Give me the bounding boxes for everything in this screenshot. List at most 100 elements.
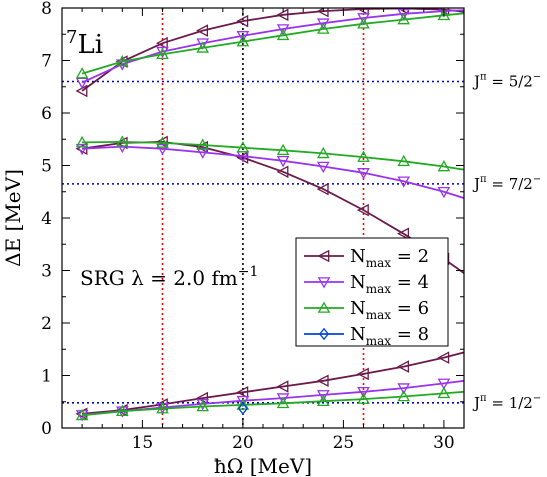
legend-label-subscript: max bbox=[366, 308, 392, 322]
data-point-marker bbox=[276, 396, 290, 409]
legend-label-value: = 4 bbox=[391, 272, 429, 293]
data-point-marker bbox=[156, 47, 169, 60]
data-point-marker bbox=[317, 249, 330, 263]
y-tick-label: 2 bbox=[41, 314, 52, 334]
data-point-marker bbox=[276, 8, 289, 22]
data-point-marker bbox=[115, 59, 129, 71]
data-point-marker bbox=[316, 390, 330, 402]
series-group bbox=[75, 8, 464, 421]
legend-label-subscript: max bbox=[366, 256, 392, 270]
data-point-marker bbox=[237, 402, 248, 415]
data-point-marker bbox=[357, 13, 370, 25]
data-point-marker bbox=[75, 135, 89, 148]
data-point-marker bbox=[397, 227, 410, 241]
data-point-marker bbox=[156, 402, 169, 414]
data-point-marker bbox=[276, 393, 290, 405]
legend-label: Nmax = 2 bbox=[350, 246, 429, 270]
data-point-marker bbox=[316, 18, 330, 30]
level-label-value: = 7/2 bbox=[487, 175, 533, 193]
data-point-marker bbox=[196, 147, 210, 159]
level-label-j: J bbox=[472, 394, 480, 412]
data-point-marker bbox=[196, 41, 210, 53]
data-point-marker bbox=[75, 408, 89, 421]
data-point-marker bbox=[356, 367, 369, 381]
y-tick-label: 0 bbox=[41, 419, 52, 439]
x-axis-label: ħΩ [MeV] bbox=[214, 454, 312, 477]
data-point-marker bbox=[75, 143, 89, 156]
series-group bbox=[75, 8, 464, 421]
legend-label: Nmax = 4 bbox=[350, 272, 429, 296]
data-point-marker bbox=[236, 398, 250, 410]
y-axis-label: ΔE [MeV] bbox=[1, 169, 25, 267]
data-point-marker bbox=[196, 138, 210, 150]
data-point-marker bbox=[236, 395, 250, 408]
srg-annotation: SRG λ = 2.0 fm−1 bbox=[80, 264, 258, 290]
data-point-marker bbox=[155, 36, 168, 50]
data-point-marker bbox=[276, 28, 290, 41]
y-tick-label: 8 bbox=[41, 0, 52, 19]
series-layer bbox=[75, 8, 464, 422]
legend-label-subscript: max bbox=[366, 334, 392, 348]
data-point-marker bbox=[156, 136, 169, 148]
vertical-reference-lines bbox=[161, 8, 365, 428]
data-point-marker bbox=[316, 374, 329, 388]
data-point-marker bbox=[156, 46, 169, 59]
level-label-parity: π bbox=[480, 393, 487, 404]
nucleus-mass-number: 7 bbox=[66, 27, 77, 48]
level-label-j: J bbox=[472, 73, 480, 91]
srg-annotation-exponent: −1 bbox=[238, 264, 259, 280]
data-point-marker bbox=[437, 8, 451, 21]
data-point-marker bbox=[438, 8, 450, 18]
legend-label-subscript: max bbox=[366, 282, 392, 296]
series-line bbox=[81, 12, 464, 75]
level-label-j: J bbox=[472, 175, 480, 193]
data-point-marker bbox=[276, 165, 289, 179]
level-label: Jπ = 7/2− bbox=[472, 174, 541, 193]
data-point-marker bbox=[316, 394, 330, 407]
data-point-marker bbox=[357, 150, 370, 162]
data-point-marker bbox=[196, 399, 210, 412]
horizontal-reference-lines bbox=[62, 80, 464, 404]
series-group bbox=[75, 8, 464, 422]
data-point-marker bbox=[437, 351, 450, 364]
series-group bbox=[237, 402, 248, 415]
level-label-parity-sign: − bbox=[533, 72, 541, 83]
level-label-parity-sign: − bbox=[533, 174, 541, 185]
data-point-marker bbox=[437, 378, 451, 390]
level-label-parity-sign: − bbox=[533, 393, 541, 404]
data-point-marker bbox=[276, 380, 289, 393]
data-point-marker bbox=[437, 186, 451, 199]
data-point-marker bbox=[357, 392, 370, 404]
data-point-marker bbox=[319, 327, 329, 341]
series-line bbox=[82, 140, 464, 171]
x-axis-ticks: 15 20 25 30 bbox=[81, 8, 465, 453]
data-point-marker bbox=[276, 143, 290, 156]
data-point-marker bbox=[115, 135, 129, 147]
data-point-marker bbox=[437, 160, 451, 172]
legend-label-base: N bbox=[350, 272, 366, 293]
legend-label-value: = 2 bbox=[391, 246, 429, 267]
level-label-parity: π bbox=[480, 72, 487, 83]
data-point-marker bbox=[357, 168, 370, 180]
data-point-marker bbox=[397, 154, 411, 167]
plot-frame bbox=[61, 7, 465, 429]
data-point-marker bbox=[236, 141, 250, 153]
data-point-marker bbox=[276, 155, 290, 168]
level-labels: Jπ = 5/2−Jπ = 7/2−Jπ = 1/2− bbox=[472, 72, 541, 412]
srg-annotation-main: SRG λ = 2.0 fm bbox=[80, 266, 238, 290]
data-point-marker bbox=[115, 55, 129, 67]
series-line bbox=[82, 390, 464, 417]
data-point-marker bbox=[156, 143, 169, 156]
data-point-marker bbox=[236, 31, 250, 43]
data-point-marker bbox=[317, 277, 331, 289]
x-tick-label: 30 bbox=[433, 433, 455, 453]
series-line bbox=[82, 351, 464, 415]
data-point-marker bbox=[316, 161, 330, 174]
data-point-marker bbox=[196, 399, 210, 411]
data-point-marker bbox=[236, 35, 250, 47]
level-label-parity: π bbox=[480, 174, 487, 185]
legend-label: Nmax = 6 bbox=[350, 298, 429, 322]
